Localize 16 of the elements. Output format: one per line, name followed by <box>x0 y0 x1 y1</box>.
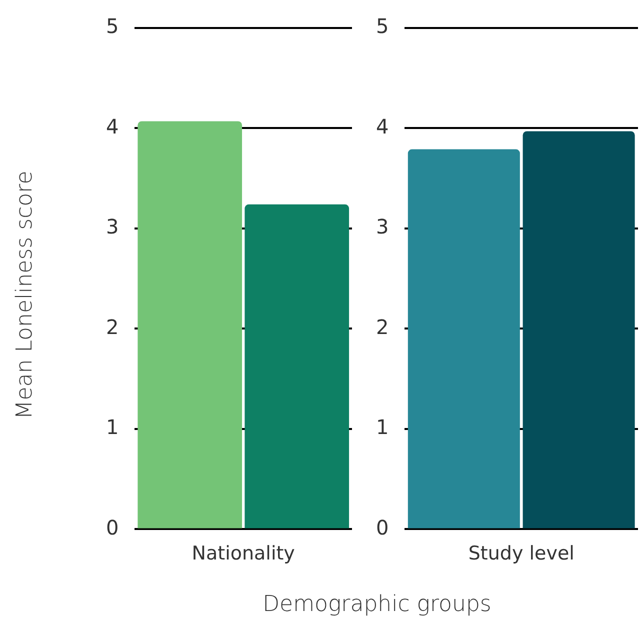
y-tick-label: 5 <box>376 14 389 38</box>
y-tick-label: 4 <box>106 114 119 138</box>
y-tick-label: 0 <box>376 515 389 540</box>
y-tick-label: 1 <box>106 415 119 440</box>
x-axis-title: Demographic groups <box>262 592 492 617</box>
x-tick-label: Study level <box>468 542 574 565</box>
y-tick-label: 4 <box>376 114 389 138</box>
y-tick-label: 2 <box>106 314 119 339</box>
y-tick-label: 3 <box>376 214 389 239</box>
y-tick-label: 2 <box>376 314 389 339</box>
y-tick-label: 5 <box>106 14 119 38</box>
y-tick-label: 1 <box>376 415 389 440</box>
y-tick-label: 0 <box>106 515 119 540</box>
x-tick-label: Nationality <box>192 542 295 565</box>
y-axis-title: Mean Loneliness score <box>12 170 38 420</box>
y-tick-label: 3 <box>106 214 119 239</box>
